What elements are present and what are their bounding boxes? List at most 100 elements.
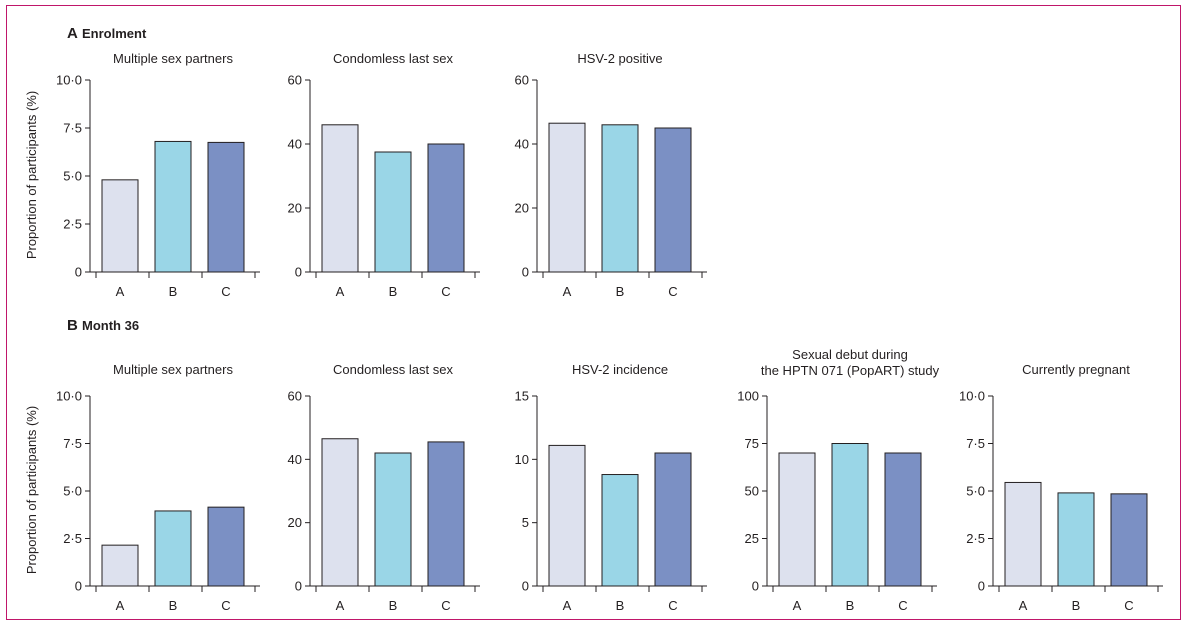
bar-c [207, 141, 245, 273]
bar-c [427, 441, 465, 587]
panel-a-header: A Enrolment [67, 25, 147, 42]
y-tick-label: 0 [75, 579, 82, 594]
bar-a [321, 438, 359, 587]
x-tick-label: C [221, 598, 230, 613]
x-tick-label: B [389, 284, 398, 299]
x-tick-label: B [389, 598, 398, 613]
charts: Multiple sex partners 0 2·5 5·0 7·5 10·0 A B C Co… [56, 51, 1163, 613]
chart-a-3: HSV-2 positive 0 20 40 60 A B C [515, 51, 707, 299]
chart-title: Multiple sex partners [113, 51, 233, 66]
chart-b-8: Currently pregnant 0 2·5 5·0 7·5 10·0 A B C [959, 362, 1163, 613]
chart-a-2: Condomless last sex 0 20 40 60 A B C [288, 51, 480, 299]
bar-c [207, 506, 245, 587]
y-tick-label: 0 [522, 265, 529, 280]
x-tick-label: A [116, 284, 125, 299]
y-tick-label: 2·5 [63, 217, 82, 232]
y-tick-label: 0 [752, 579, 759, 594]
x-tick-label: C [668, 598, 677, 613]
chart-title: HSV-2 incidence [572, 362, 668, 377]
y-tick-label: 20 [515, 201, 529, 216]
bar-a [778, 452, 816, 587]
y-tick-label: 40 [288, 452, 302, 467]
y-axis-label-b: Proportion of participants (%) [24, 406, 39, 574]
x-tick-label: A [563, 284, 572, 299]
bar-b [601, 474, 639, 587]
chart-title: Currently pregnant [1022, 362, 1130, 377]
y-tick-label: 10·0 [56, 389, 82, 404]
bar-b [154, 510, 192, 587]
x-tick-label: C [221, 284, 230, 299]
y-tick-label: 7·5 [966, 436, 985, 451]
y-tick-label: 0 [978, 579, 985, 594]
bar-a [548, 122, 586, 273]
chart-b-6: HSV-2 incidence 0 5 10 15 A B C [515, 362, 707, 613]
bar-c [654, 127, 692, 273]
chart-title: the HPTN 071 (PopART) study [761, 363, 940, 378]
y-tick-label: 0 [295, 265, 302, 280]
x-tick-label: A [793, 598, 802, 613]
x-tick-label: A [563, 598, 572, 613]
bar-b [374, 151, 412, 273]
panel-b-letter: B [67, 317, 78, 334]
y-tick-label: 60 [288, 73, 302, 88]
bar-b [601, 124, 639, 273]
bar-a [101, 179, 139, 273]
y-tick-label: 75 [745, 436, 759, 451]
panel-b-title: Month 36 [82, 318, 139, 333]
y-tick-label: 100 [737, 389, 759, 404]
chart-title: Sexual debut during [792, 347, 908, 362]
y-tick-label: 15 [515, 389, 529, 404]
y-tick-label: 50 [745, 484, 759, 499]
x-tick-label: A [116, 598, 125, 613]
chart-title: Condomless last sex [333, 51, 453, 66]
x-tick-label: A [336, 284, 345, 299]
bar-a [101, 544, 139, 587]
y-tick-label: 20 [288, 515, 302, 530]
bar-b [154, 140, 192, 273]
x-tick-label: B [616, 598, 625, 613]
y-tick-label: 25 [745, 531, 759, 546]
y-tick-label: 7·5 [63, 436, 82, 451]
x-tick-label: B [846, 598, 855, 613]
chart-title: Multiple sex partners [113, 362, 233, 377]
x-tick-label: C [668, 284, 677, 299]
x-tick-label: C [441, 598, 450, 613]
y-tick-label: 60 [288, 389, 302, 404]
y-tick-label: 10·0 [959, 389, 985, 404]
y-tick-label: 0 [522, 579, 529, 594]
bar-a [321, 124, 359, 273]
chart-a-1: Multiple sex partners 0 2·5 5·0 7·5 10·0 A B C [56, 51, 260, 299]
y-tick-label: 10 [515, 452, 529, 467]
x-tick-label: C [441, 284, 450, 299]
y-tick-label: 60 [515, 73, 529, 88]
chart-b-4: Multiple sex partners 0 2·5 5·0 7·5 10·0 A B C [56, 362, 260, 613]
y-tick-label: 0 [295, 579, 302, 594]
panel-b-header: B Month 36 [67, 317, 139, 334]
bar-b [1057, 492, 1095, 587]
x-tick-label: C [898, 598, 907, 613]
x-tick-label: B [616, 284, 625, 299]
x-tick-label: B [169, 284, 178, 299]
bar-b [831, 443, 869, 587]
y-tick-label: 40 [515, 137, 529, 152]
panel-a-letter: A [67, 25, 78, 42]
y-tick-label: 10·0 [56, 73, 82, 88]
chart-b-5: Condomless last sex 0 20 40 60 A B C [288, 362, 480, 613]
chart-title: Condomless last sex [333, 362, 453, 377]
y-tick-label: 5·0 [63, 169, 82, 184]
x-tick-label: A [1019, 598, 1028, 613]
y-tick-label: 20 [288, 201, 302, 216]
bar-c [1110, 493, 1148, 587]
bar-b [374, 452, 412, 587]
y-tick-label: 0 [75, 265, 82, 280]
y-tick-label: 5·0 [63, 484, 82, 499]
figure-frame [6, 5, 1181, 620]
x-tick-label: C [1124, 598, 1133, 613]
panel-a-title: Enrolment [82, 26, 147, 41]
y-tick-label: 2·5 [966, 531, 985, 546]
y-tick-label: 7·5 [63, 121, 82, 136]
y-tick-label: 2·5 [63, 531, 82, 546]
y-tick-label: 5 [522, 515, 529, 530]
